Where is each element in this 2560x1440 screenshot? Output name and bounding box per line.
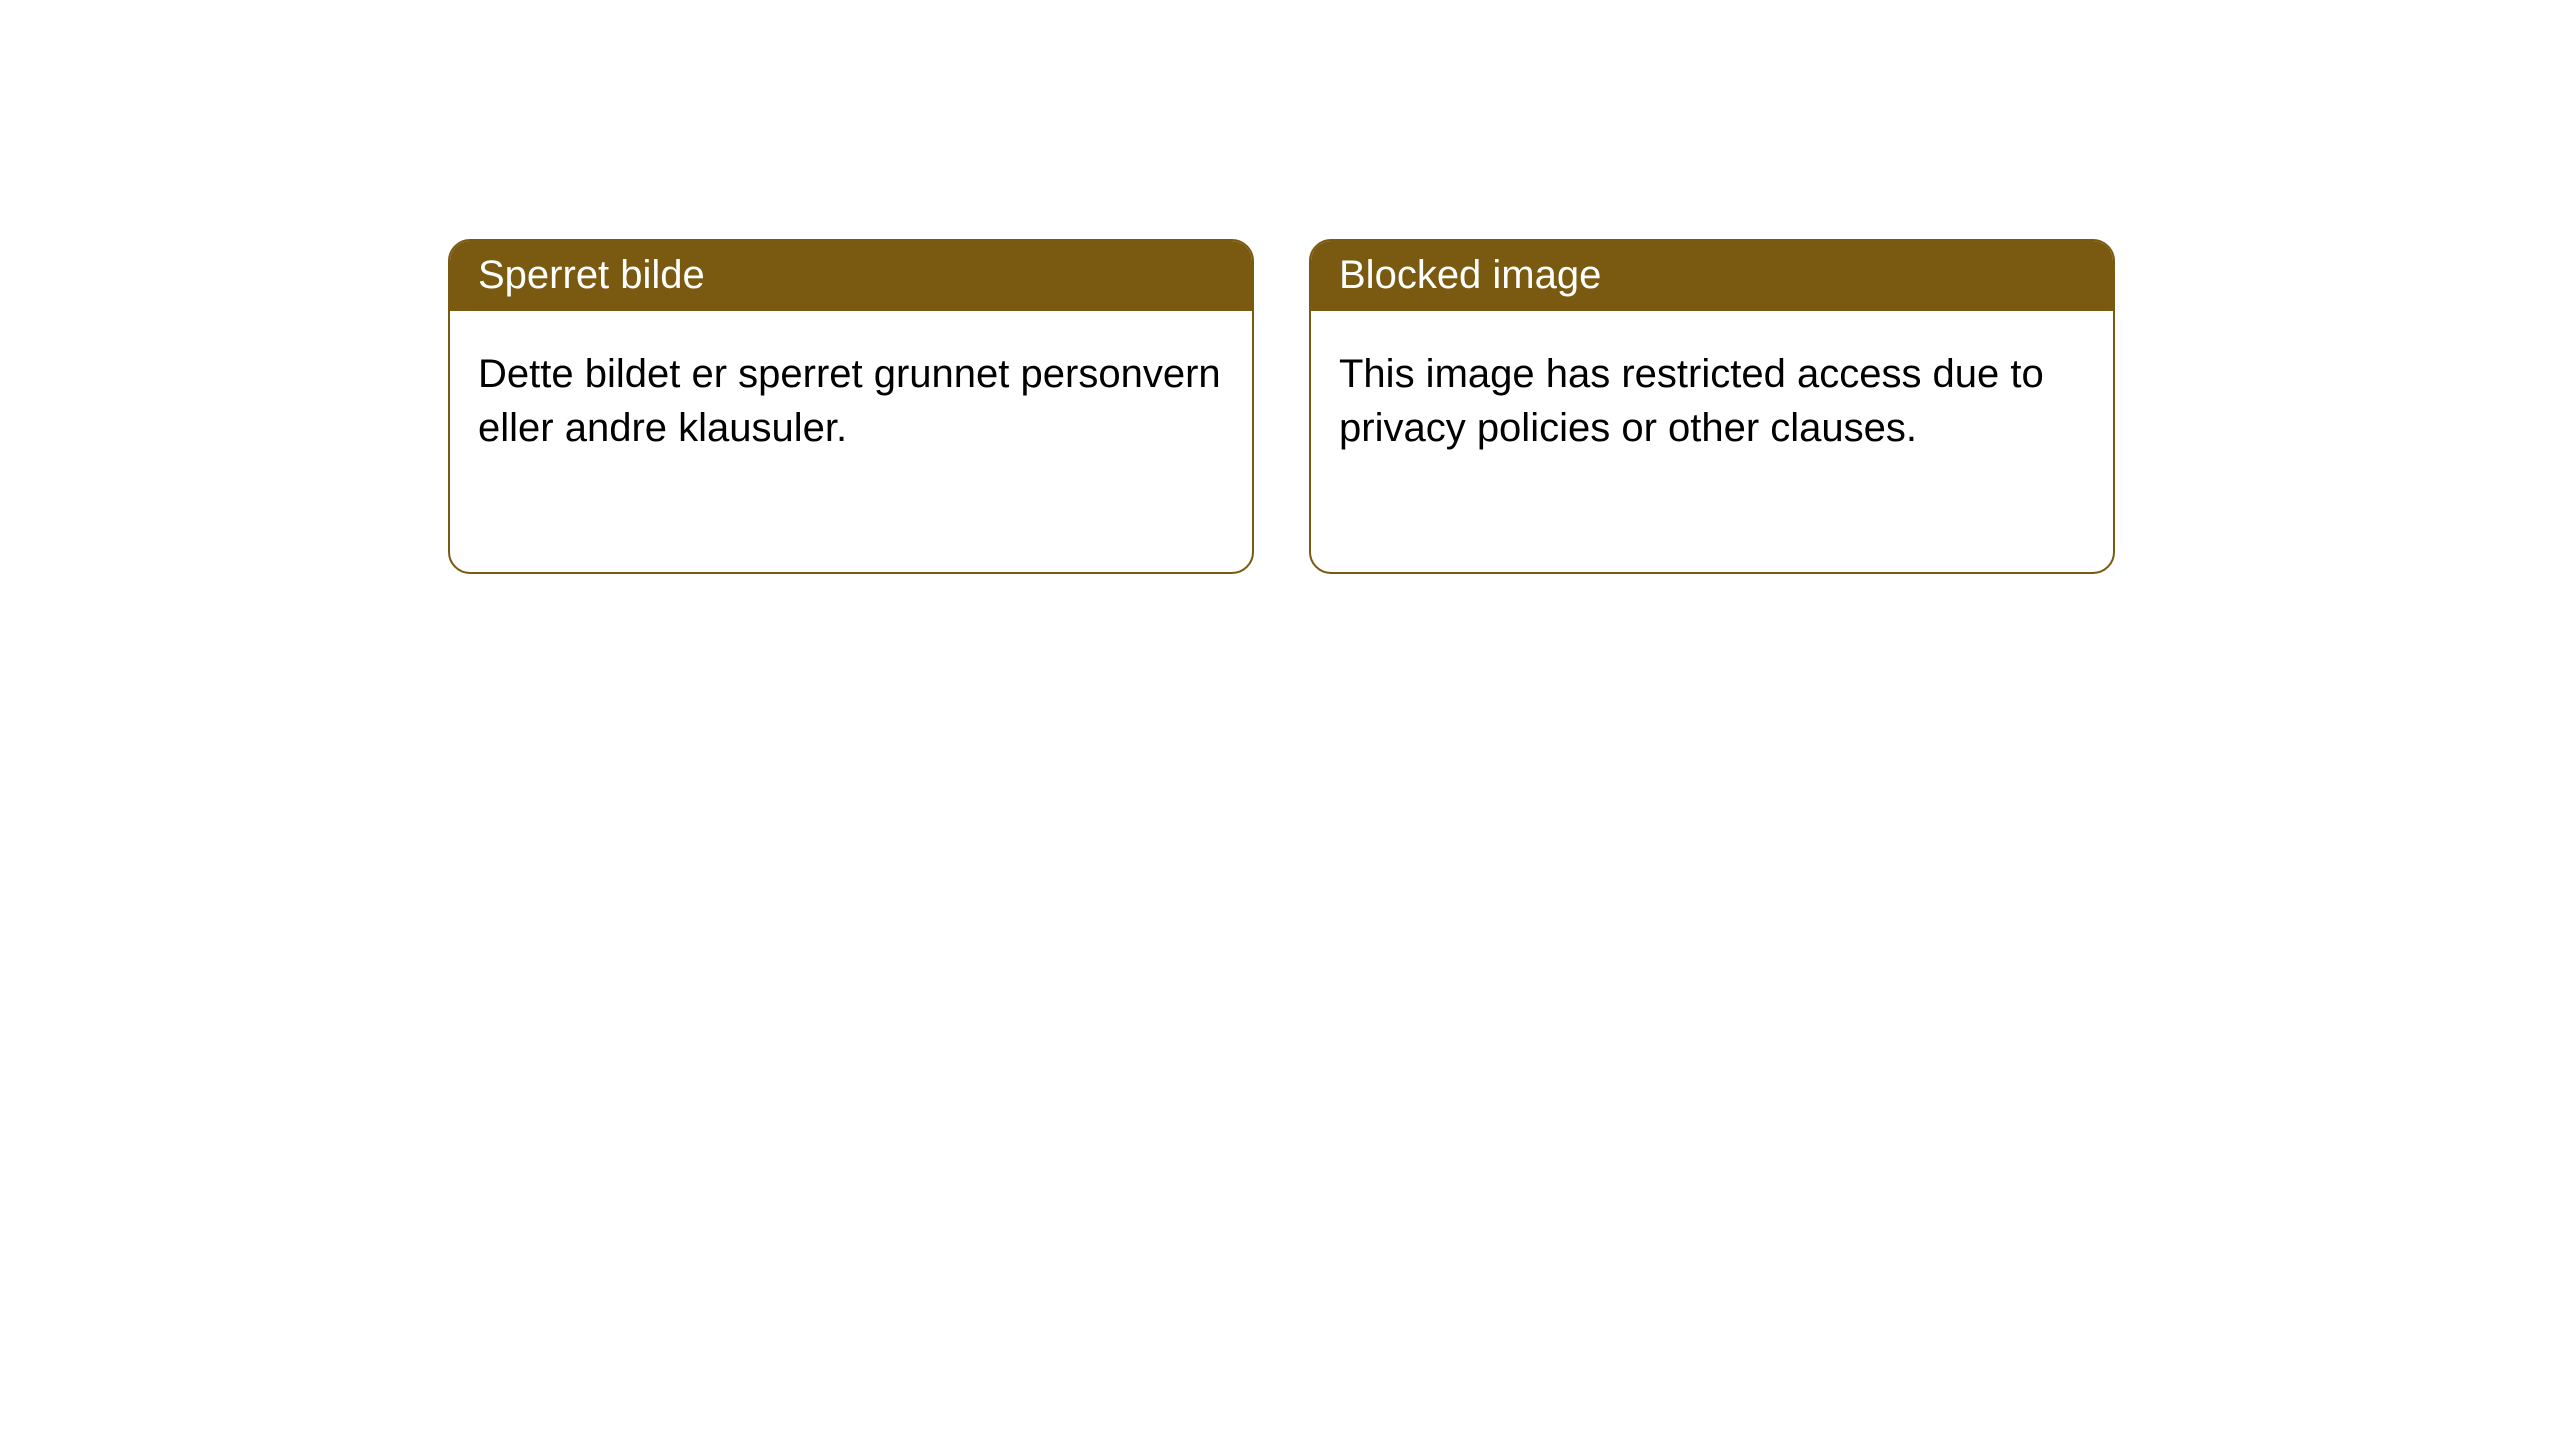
page: Sperret bilde Dette bildet er sperret gr… [0, 0, 2560, 1440]
card-header: Blocked image [1311, 241, 2113, 311]
blocked-image-card-en: Blocked image This image has restricted … [1309, 239, 2115, 574]
notice-cards-row: Sperret bilde Dette bildet er sperret gr… [448, 239, 2115, 574]
blocked-image-card-no: Sperret bilde Dette bildet er sperret gr… [448, 239, 1254, 574]
card-body: This image has restricted access due to … [1311, 311, 2113, 483]
card-header: Sperret bilde [450, 241, 1252, 311]
card-body: Dette bildet er sperret grunnet personve… [450, 311, 1252, 483]
